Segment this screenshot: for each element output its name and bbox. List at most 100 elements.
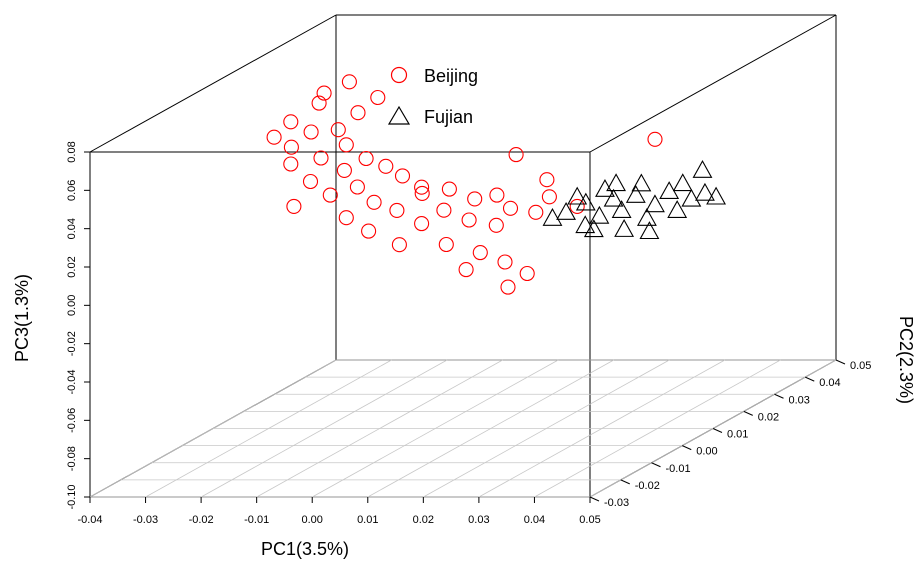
plot-box [89, 14, 837, 498]
y-axis-label: PC3(1.3%) [12, 274, 32, 362]
x-tick-label: 0.03 [468, 514, 489, 526]
z-tick-label: 0.05 [850, 360, 871, 372]
x-tick-label: 0.02 [413, 514, 434, 526]
point-beijing [303, 124, 319, 140]
point-beijing [336, 162, 352, 178]
z-tick-mark [774, 393, 784, 399]
legend-marker-beijing [390, 66, 408, 84]
z-tick-mark [682, 445, 692, 451]
point-fujian [695, 182, 715, 201]
point-fujian [672, 173, 693, 192]
point-beijing [489, 187, 505, 203]
legend: Beijing Fujian [387, 66, 478, 127]
point-fujian [611, 200, 632, 218]
point-fujian [589, 205, 610, 224]
x-tick-label: -0.03 [133, 514, 158, 526]
point-fujian [595, 178, 615, 197]
point-fujian [603, 188, 624, 207]
z-tick-mark [712, 428, 723, 433]
point-beijing [313, 150, 329, 166]
point-beijing [472, 245, 488, 261]
point-fujian [681, 188, 702, 207]
z-tick-mark [835, 359, 846, 365]
point-beijing [394, 168, 411, 184]
z-tick-mark [805, 376, 815, 382]
point-beijing [508, 147, 524, 163]
legend-marker-fujian [387, 105, 411, 125]
point-beijing [366, 194, 382, 210]
point-beijing [283, 114, 299, 130]
point-beijing [361, 223, 377, 239]
point-beijing [311, 95, 327, 111]
z-tick-label: 0.01 [727, 429, 748, 441]
axis-ticks: -0.04 -0.03 -0.02 -0.01 0.00 0.01 0.02 0.03 0.04… [66, 141, 871, 526]
z-tick-label: 0.00 [696, 446, 717, 458]
point-beijing [338, 210, 354, 226]
x-tick-label: -0.04 [77, 514, 102, 526]
point-beijing [539, 172, 555, 188]
y-tick-label: -0.04 [66, 369, 78, 394]
box-edge [89, 14, 337, 153]
point-beijing [316, 85, 332, 101]
y-tick-label: 0.02 [66, 256, 78, 277]
legend-label-fujian: Fujian [424, 107, 473, 127]
x-tick-label: 0.05 [579, 514, 600, 526]
point-beijing [286, 198, 302, 214]
point-beijing [438, 236, 454, 253]
y-tick-label: 0.08 [66, 141, 78, 162]
z-tick-mark [651, 462, 661, 468]
data-points [266, 74, 727, 295]
point-fujian [692, 160, 713, 178]
z-tick-label: -0.03 [604, 497, 629, 509]
point-fujian [606, 173, 627, 192]
point-beijing [391, 237, 407, 253]
z-tick-mark [589, 496, 600, 502]
z-tick-label: 0.02 [758, 411, 779, 423]
point-fujian [667, 200, 688, 218]
point-beijing [338, 137, 354, 153]
point-beijing [283, 139, 299, 155]
x-tick-label: -0.01 [244, 514, 269, 526]
point-beijing [341, 74, 357, 90]
point-beijing [414, 179, 430, 195]
point-beijing [441, 181, 457, 197]
point-beijing [414, 185, 430, 201]
y-tick-label: 0.00 [66, 295, 78, 316]
point-beijing [330, 122, 346, 138]
z-tick-label: -0.02 [635, 480, 660, 492]
y-tick-label: -0.02 [66, 331, 78, 356]
point-fujian [575, 215, 596, 234]
point-beijing [461, 212, 477, 228]
point-beijing [519, 265, 535, 282]
point-beijing [414, 216, 430, 232]
x-tick-label: 0.00 [302, 514, 323, 526]
point-beijing [569, 198, 585, 214]
y-tick-label: -0.10 [66, 484, 78, 509]
y-tick-label: -0.08 [66, 446, 78, 471]
point-beijing [467, 191, 483, 207]
point-fujian [639, 221, 660, 240]
point-fujian [706, 186, 727, 205]
point-beijing [302, 173, 319, 190]
point-beijing [647, 131, 663, 147]
point-fujian [542, 207, 563, 226]
x-tick-label: 0.01 [357, 514, 378, 526]
point-beijing [497, 254, 513, 270]
point-beijing [488, 217, 504, 233]
y-tick-label: -0.06 [66, 408, 78, 433]
point-beijing [370, 89, 386, 106]
point-beijing [502, 200, 519, 216]
y-tick-label: 0.04 [66, 218, 78, 239]
legend-label-beijing: Beijing [424, 66, 478, 86]
x-tick-label: -0.02 [189, 514, 214, 526]
point-fujian [636, 207, 657, 226]
z-tick-label: 0.03 [789, 394, 810, 406]
point-beijing [350, 105, 366, 121]
z-tick-mark [743, 410, 753, 416]
point-beijing [358, 150, 374, 167]
point-fujian [614, 219, 635, 237]
point-fujian [625, 184, 646, 203]
point-beijing [528, 204, 544, 220]
point-beijing [266, 129, 282, 145]
point-beijing [349, 179, 365, 195]
